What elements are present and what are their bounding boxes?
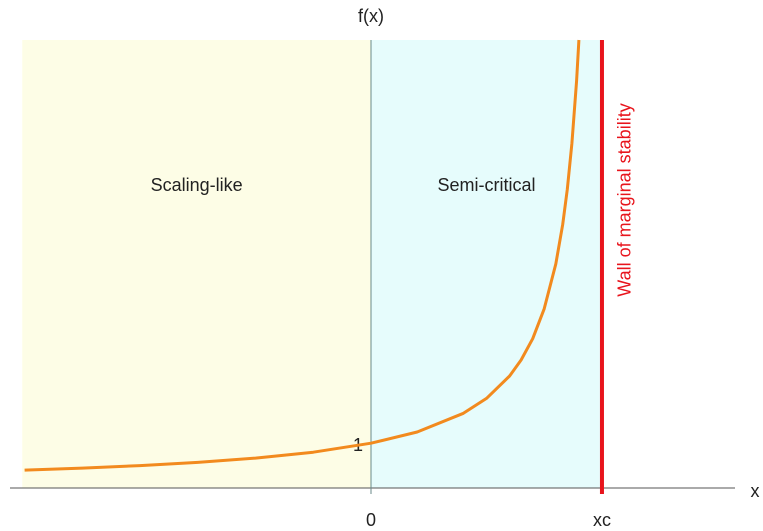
x-tick-label: xc bbox=[593, 510, 611, 530]
region bbox=[370, 40, 602, 488]
wall-label: Wall of marginal stability bbox=[615, 103, 635, 296]
x-axis-label: x bbox=[751, 481, 760, 501]
y-axis-label: f(x) bbox=[358, 6, 384, 26]
x-tick-label: 0 bbox=[366, 510, 376, 530]
region-label: Scaling-like bbox=[151, 175, 243, 195]
curve bbox=[24, 39, 581, 472]
region bbox=[22, 40, 371, 488]
region-label: Semi-critical bbox=[437, 175, 535, 195]
